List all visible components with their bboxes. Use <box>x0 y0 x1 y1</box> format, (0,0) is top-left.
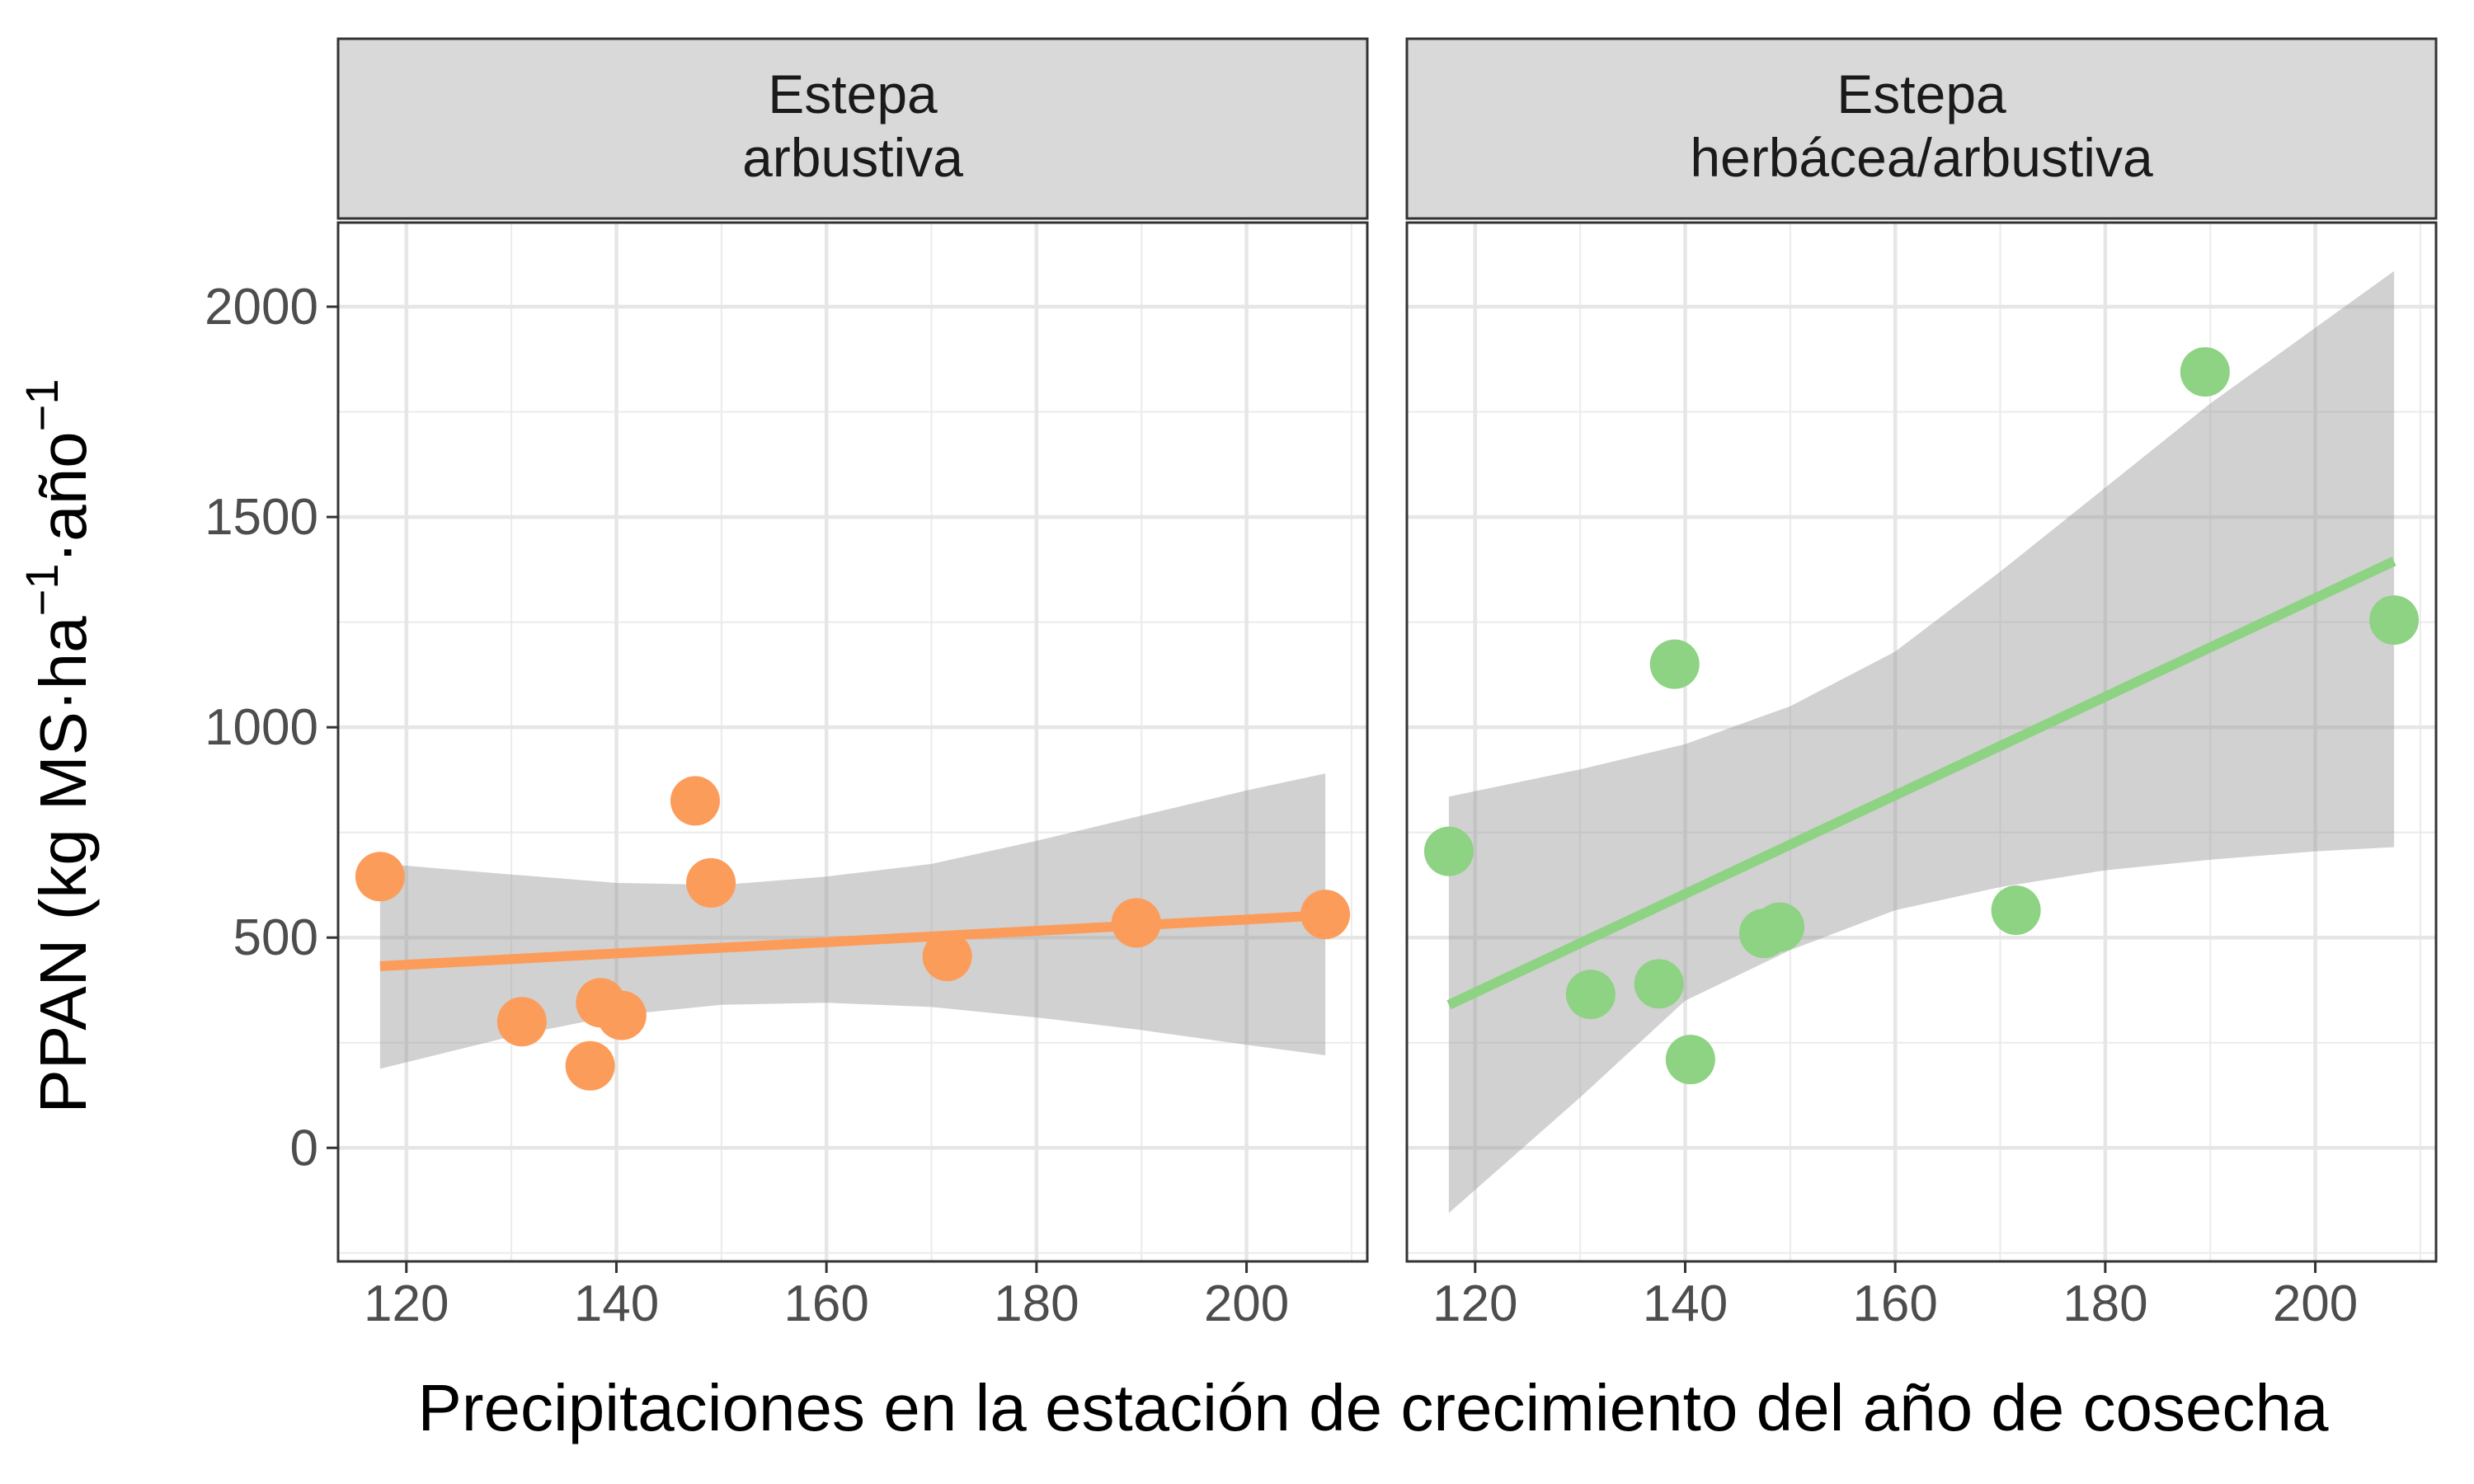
x-tick-label: 200 <box>1204 1275 1289 1332</box>
y-tick-label: 500 <box>233 909 318 966</box>
facet-strip-label: arbustiva <box>742 127 963 188</box>
x-tick-label: 120 <box>364 1275 449 1332</box>
data-point <box>496 997 547 1047</box>
confidence-band <box>1448 270 2395 1214</box>
data-point <box>2369 595 2420 646</box>
y-tick-label: 0 <box>290 1120 318 1176</box>
facet-strip-label: Estepa <box>768 63 938 124</box>
y-tick-label: 2000 <box>205 279 318 336</box>
data-point <box>1423 826 1474 876</box>
data-point <box>1649 639 1700 689</box>
data-point <box>2180 347 2230 397</box>
x-tick-label: 120 <box>1432 1275 1517 1332</box>
plot-background <box>338 223 1367 1261</box>
y-tick-label: 1000 <box>205 699 318 756</box>
data-point <box>355 852 405 902</box>
data-point <box>1634 959 1684 1009</box>
y-tick-label: 1500 <box>205 489 318 546</box>
x-tick-label: 180 <box>994 1275 1079 1332</box>
data-point <box>922 932 972 982</box>
data-point <box>1565 970 1616 1020</box>
panel-border <box>336 221 1369 1263</box>
data-point <box>670 776 720 826</box>
regression-line <box>379 910 1326 971</box>
x-tick-label: 140 <box>574 1275 659 1332</box>
y-axis-title: PPAN (kg MS·ha−1·año−1 <box>16 379 100 1114</box>
x-tick-label: 160 <box>783 1275 868 1332</box>
x-tick-label: 140 <box>1643 1275 1728 1332</box>
data-point <box>686 857 736 908</box>
facet-strip <box>336 37 1369 220</box>
data-point <box>1300 890 1351 940</box>
x-tick-label: 180 <box>2062 1275 2147 1332</box>
x-tick-label: 200 <box>2273 1275 2358 1332</box>
data-point <box>1755 902 1805 952</box>
plot-background <box>1407 223 2436 1261</box>
data-point <box>1991 885 2041 936</box>
x-axis-title: Precipitaciones en la estación de crecim… <box>418 1371 2329 1444</box>
data-point <box>1111 898 1161 948</box>
facet-strip <box>1405 37 2438 220</box>
facet-strip-label: Estepa <box>1837 63 2006 124</box>
regression-line <box>1446 556 2396 1010</box>
data-point <box>1665 1035 1715 1085</box>
data-point <box>596 990 647 1040</box>
facet-strip-label: herbácea/arbustiva <box>1690 127 2153 188</box>
data-point <box>565 1040 615 1091</box>
x-tick-label: 160 <box>1852 1275 1937 1332</box>
panel-border <box>1405 221 2438 1263</box>
